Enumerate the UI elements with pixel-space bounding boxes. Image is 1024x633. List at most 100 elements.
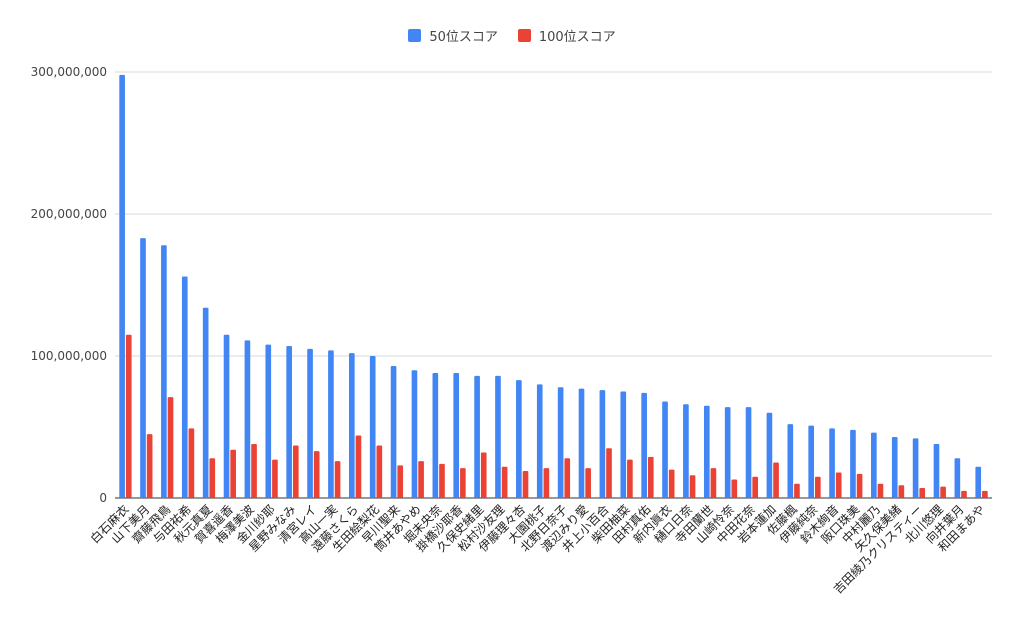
bar-50[interactable] xyxy=(516,380,522,498)
bar-100[interactable] xyxy=(877,483,884,498)
legend-label-50: 50位スコア xyxy=(429,30,498,45)
bar-50[interactable] xyxy=(223,334,230,498)
bar-100[interactable] xyxy=(272,459,278,498)
y-tick-label: 200,000,000 xyxy=(31,207,107,221)
bar-50[interactable] xyxy=(933,444,940,498)
bar-50[interactable] xyxy=(557,387,564,498)
bar-100[interactable] xyxy=(460,468,466,498)
bar-100[interactable] xyxy=(731,479,738,498)
bar-50[interactable] xyxy=(975,466,982,498)
bar-100[interactable] xyxy=(376,445,383,498)
bar-50[interactable] xyxy=(578,388,585,498)
bar-50[interactable] xyxy=(620,391,627,499)
bar-100[interactable] xyxy=(334,461,341,498)
legend-swatch-100 xyxy=(517,29,531,42)
legend-label-100: 100位スコア xyxy=(538,30,616,45)
bar-100[interactable] xyxy=(251,444,257,498)
bar-50[interactable] xyxy=(265,344,272,498)
y-tick-label: 0 xyxy=(99,491,107,505)
bar-50[interactable] xyxy=(474,375,480,498)
bar-100[interactable] xyxy=(501,466,508,498)
y-tick-label: 100,000,000 xyxy=(31,349,107,363)
bar-50[interactable] xyxy=(369,356,376,498)
bar-50[interactable] xyxy=(787,424,794,498)
bar-100[interactable] xyxy=(856,473,863,498)
bar-100[interactable] xyxy=(835,472,842,498)
bar-50[interactable] xyxy=(119,74,125,498)
bar-100[interactable] xyxy=(167,397,174,498)
bar-100[interactable] xyxy=(752,476,759,498)
bar-100[interactable] xyxy=(606,448,612,498)
bar-100[interactable] xyxy=(313,451,320,498)
bar-100[interactable] xyxy=(940,486,946,498)
bar-50[interactable] xyxy=(745,407,752,498)
bar-50[interactable] xyxy=(724,407,731,498)
bar-100[interactable] xyxy=(146,434,153,498)
bar-100[interactable] xyxy=(188,428,195,498)
bar-100[interactable] xyxy=(522,471,529,498)
bar-50[interactable] xyxy=(954,458,961,498)
bar-50[interactable] xyxy=(766,412,773,498)
bar-100[interactable] xyxy=(230,449,236,498)
bar-50[interactable] xyxy=(390,365,397,498)
bar-100[interactable] xyxy=(397,465,404,498)
bar-50[interactable] xyxy=(599,390,606,498)
bar-50[interactable] xyxy=(348,353,355,498)
legend-swatch-50 xyxy=(408,29,422,42)
bar-100[interactable] xyxy=(961,490,967,498)
bar-50[interactable] xyxy=(683,404,689,498)
bar-50[interactable] xyxy=(161,245,167,498)
bar-100[interactable] xyxy=(898,485,905,498)
bar-100[interactable] xyxy=(668,469,675,498)
bar-50[interactable] xyxy=(829,428,835,498)
x-axis: 白石麻衣山下美月齋藤飛鳥与田祐希秋元真夏賀喜遥香梅澤美波金川紗耶星野みなみ清宮レ… xyxy=(87,502,988,597)
bar-50[interactable] xyxy=(495,375,501,498)
bar-50[interactable] xyxy=(453,373,460,498)
bar-100[interactable] xyxy=(689,475,696,498)
bar-100[interactable] xyxy=(919,488,926,498)
legend-item-100[interactable]: 100位スコア xyxy=(517,26,616,45)
y-tick-label: 300,000,000 xyxy=(31,65,107,79)
bar-50[interactable] xyxy=(140,238,146,498)
bar-50[interactable] xyxy=(912,438,919,498)
bar-100[interactable] xyxy=(125,334,132,498)
y-axis: 0 100,000,000 200,000,000 300,000,000 xyxy=(31,65,107,505)
bar-100[interactable] xyxy=(292,445,299,498)
bar-50[interactable] xyxy=(641,392,647,498)
bar-50[interactable] xyxy=(871,432,877,498)
bars xyxy=(119,74,988,499)
bar-50[interactable] xyxy=(662,401,668,498)
bar-50[interactable] xyxy=(328,350,334,498)
bar-50[interactable] xyxy=(432,373,439,498)
bar-100[interactable] xyxy=(585,468,591,498)
bar-100[interactable] xyxy=(647,456,654,498)
bar-100[interactable] xyxy=(480,452,487,498)
bar-100[interactable] xyxy=(418,461,424,498)
bar-100[interactable] xyxy=(982,490,988,498)
bar-50[interactable] xyxy=(703,405,710,498)
bar-100[interactable] xyxy=(543,468,550,498)
gridlines xyxy=(115,71,992,499)
bar-100[interactable] xyxy=(209,458,216,498)
bar-50[interactable] xyxy=(891,436,898,498)
bar-50[interactable] xyxy=(244,340,251,498)
legend: 50位スコア 100位スコア xyxy=(0,26,1024,45)
bar-100[interactable] xyxy=(794,483,800,498)
bar-100[interactable] xyxy=(439,463,445,498)
bar-50[interactable] xyxy=(808,425,815,498)
bar-100[interactable] xyxy=(564,458,571,498)
bar-50[interactable] xyxy=(181,276,188,498)
bar-50[interactable] xyxy=(307,348,313,498)
bar-50[interactable] xyxy=(536,384,543,498)
bar-100[interactable] xyxy=(627,459,633,498)
bar-50[interactable] xyxy=(411,370,418,498)
bar-50[interactable] xyxy=(850,429,856,498)
bar-50[interactable] xyxy=(202,307,209,498)
bar-50[interactable] xyxy=(286,346,292,498)
bar-100[interactable] xyxy=(815,476,821,498)
bar-100[interactable] xyxy=(710,468,717,498)
bar-100[interactable] xyxy=(355,435,362,498)
bar-100[interactable] xyxy=(773,462,779,499)
legend-item-50[interactable]: 50位スコア xyxy=(408,26,498,45)
